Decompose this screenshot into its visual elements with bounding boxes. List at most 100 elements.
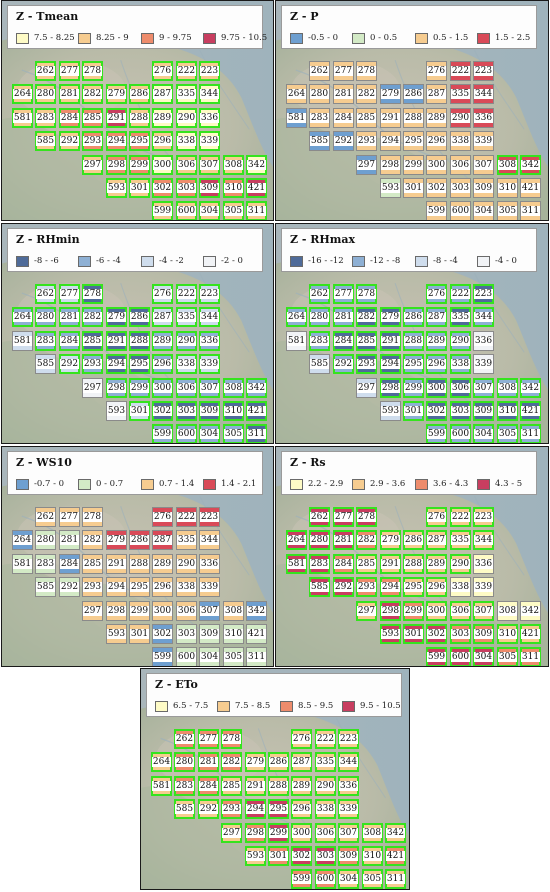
grid-cell: 306 xyxy=(176,155,197,175)
cell-id-label: 278 xyxy=(82,66,103,76)
cell-id-label: 264 xyxy=(12,535,33,545)
grid-cell: 344 xyxy=(199,84,220,104)
legend-swatch xyxy=(352,33,365,44)
grid-cell: 303 xyxy=(176,401,197,421)
grid-cell: 309 xyxy=(199,178,220,198)
grid-cell: 280 xyxy=(35,307,56,327)
cell-id-label: 282 xyxy=(82,535,103,545)
cell-id-label: 264 xyxy=(286,89,307,99)
cell-id-label: 338 xyxy=(176,136,197,146)
grid-cell: 289 xyxy=(426,554,447,574)
cell-id-label: 223 xyxy=(473,289,494,299)
grid-cell: 300 xyxy=(152,601,173,621)
grid-cell: 585 xyxy=(309,577,330,597)
grid-cell: 298 xyxy=(106,155,127,175)
cell-id-label: 295 xyxy=(129,582,150,592)
cell-id-label: 600 xyxy=(176,429,197,439)
grid-cell: 344 xyxy=(338,752,359,772)
grid-cell: 298 xyxy=(245,823,266,843)
cell-id-label: 599 xyxy=(152,429,173,439)
grid-cell: 264 xyxy=(12,307,33,327)
grid-cell: 339 xyxy=(473,131,494,151)
cell-id-label: 280 xyxy=(309,535,330,545)
grid-cell: 294 xyxy=(106,131,127,151)
cell-id-label: 286 xyxy=(403,89,424,99)
grid-cell: 307 xyxy=(199,601,220,621)
cell-id-label: 339 xyxy=(199,359,220,369)
legend-label: 7.5 - 8.5 xyxy=(235,701,271,711)
grid-cell: 310 xyxy=(223,401,244,421)
cell-id-label: 289 xyxy=(426,336,447,346)
cell-id-label: 305 xyxy=(497,206,518,216)
legend-swatch xyxy=(477,33,490,44)
cell-id-label: 585 xyxy=(309,359,330,369)
cell-id-label: 290 xyxy=(450,559,471,569)
grid-cell: 308 xyxy=(497,378,518,398)
cell-id-label: 307 xyxy=(473,606,494,616)
grid-cell: 290 xyxy=(450,331,471,351)
cell-id-label: 278 xyxy=(221,734,242,744)
cell-id-label: 585 xyxy=(35,359,56,369)
grid-cell: 283 xyxy=(309,554,330,574)
cell-id-label: 294 xyxy=(380,582,401,592)
cell-id-label: 278 xyxy=(356,512,377,522)
grid-cell: 599 xyxy=(152,647,173,666)
map-panel-tmean: Z - Tmean 7.5 - 8.25 8.25 - 9 9 - 9.75 9.75 … xyxy=(1,0,274,221)
grid-cell: 309 xyxy=(199,624,220,644)
cell-id-label: 335 xyxy=(450,535,471,545)
cell-id-label: 288 xyxy=(403,559,424,569)
cell-id-label: 276 xyxy=(291,734,312,744)
cell-id-label: 593 xyxy=(380,183,401,193)
grid-cell: 278 xyxy=(221,729,242,749)
grid-cell: 288 xyxy=(129,331,150,351)
cell-id-label: 305 xyxy=(223,206,244,216)
grid-cell: 305 xyxy=(497,647,518,666)
cell-id-label: 282 xyxy=(356,312,377,322)
cell-id-label: 593 xyxy=(380,406,401,416)
grid-cell: 286 xyxy=(129,84,150,104)
legend-title: Z - Rs xyxy=(290,456,326,469)
grid-cell: 600 xyxy=(450,201,471,220)
legend: Z - ETo 6.5 - 7.5 7.5 - 8.5 8.5 - 9.5 9.5 - … xyxy=(146,673,402,717)
cell-id-label: 262 xyxy=(174,734,195,744)
grid-cell: 280 xyxy=(309,530,330,550)
cell-id-label: 281 xyxy=(333,89,354,99)
grid-cell: 600 xyxy=(450,647,471,666)
cell-id-label: 281 xyxy=(198,757,219,767)
grid-cell: 307 xyxy=(338,823,359,843)
grid-cell: 222 xyxy=(315,729,336,749)
grid-cell: 293 xyxy=(82,354,103,374)
grid-cell: 299 xyxy=(129,601,150,621)
cell-id-label: 294 xyxy=(106,136,127,146)
grid-cell: 303 xyxy=(176,178,197,198)
grid-cell: 279 xyxy=(380,530,401,550)
cell-id-label: 309 xyxy=(199,406,220,416)
cell-id-label: 287 xyxy=(426,535,447,545)
legend-label: 1.4 - 2.1 xyxy=(221,479,257,489)
legend-label: 9.5 - 10.5 xyxy=(360,701,401,711)
cell-id-label: 294 xyxy=(380,359,401,369)
grid-cell: 306 xyxy=(176,601,197,621)
legend-swatch xyxy=(78,33,91,44)
cell-id-label: 301 xyxy=(403,629,424,639)
grid-cell: 298 xyxy=(380,155,401,175)
grid-cell: 288 xyxy=(403,554,424,574)
grid-cell: 279 xyxy=(106,307,127,327)
cell-id-label: 295 xyxy=(268,804,289,814)
cell-id-label: 300 xyxy=(426,606,447,616)
cell-id-label: 309 xyxy=(473,183,494,193)
grid-cell: 300 xyxy=(426,155,447,175)
grid-cell: 305 xyxy=(223,647,244,666)
cell-id-label: 298 xyxy=(106,383,127,393)
legend-title: Z - RHmax xyxy=(290,233,356,246)
cell-id-label: 285 xyxy=(356,559,377,569)
cell-id-label: 292 xyxy=(59,582,80,592)
grid-cell: 421 xyxy=(246,624,267,644)
cell-id-label: 302 xyxy=(152,406,173,416)
cell-id-label: 296 xyxy=(426,359,447,369)
cell-id-label: 299 xyxy=(403,606,424,616)
grid-cell: 277 xyxy=(333,507,354,527)
cell-id-label: 277 xyxy=(59,512,80,522)
grid-cell: 280 xyxy=(309,307,330,327)
cell-id-label: 297 xyxy=(221,828,242,838)
